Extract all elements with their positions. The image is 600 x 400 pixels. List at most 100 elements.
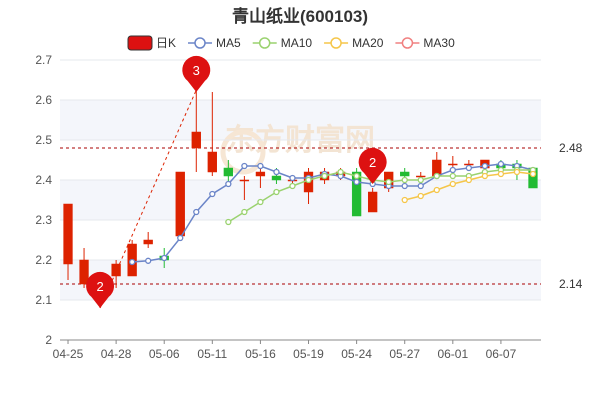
gridlines <box>60 59 541 341</box>
legend-label: MA5 <box>216 36 241 50</box>
ma10-point <box>305 176 312 184</box>
ma5-point <box>449 166 456 174</box>
ma5-point <box>289 174 296 182</box>
marker-label: 2 <box>96 279 103 294</box>
ma10-point <box>401 176 408 184</box>
candle-body <box>239 179 250 182</box>
legend-swatch-marker <box>258 37 271 49</box>
legend: 日K MA5 MA10 MA20 MA30 <box>127 35 455 51</box>
ma20-point <box>401 196 408 204</box>
moving-average-lines <box>128 160 537 266</box>
ma10-point <box>225 218 232 226</box>
ma5-point <box>193 208 200 216</box>
marker-label: 3 <box>193 63 200 78</box>
ma5-point <box>161 254 168 262</box>
legend-swatch <box>127 35 153 51</box>
markers: 2 3 2 <box>86 55 387 308</box>
marker-pin <box>86 271 115 308</box>
y-tick-label: 2.6 <box>35 93 52 107</box>
ma10-point <box>433 172 440 180</box>
legend-label: MA10 <box>281 36 313 50</box>
candle-body <box>191 131 201 149</box>
plot-background <box>60 100 541 300</box>
plot-band <box>60 100 541 140</box>
x-tick-label: 05-16 <box>245 347 276 361</box>
ma20-point <box>497 170 505 178</box>
marker-label: 2 <box>369 155 376 170</box>
ma10-point <box>337 168 344 176</box>
ma5-point <box>497 160 505 168</box>
ma10-point <box>385 178 392 186</box>
ma5-point <box>209 190 216 198</box>
reference-line-label: 2.14 <box>559 277 583 291</box>
ma5-point <box>273 168 280 176</box>
legend-swatch-marker <box>330 37 342 49</box>
ma10-point <box>241 208 248 216</box>
x-tick-label: 05-24 <box>341 347 372 361</box>
ma20-point <box>433 186 440 194</box>
ma10-point <box>321 172 328 180</box>
ma5-point <box>353 178 360 186</box>
ma10-point <box>257 198 264 206</box>
candle-body <box>143 239 153 245</box>
y-tick-label: 2 <box>45 333 52 347</box>
reference-line-label: 2.48 <box>559 141 583 155</box>
candle-body <box>448 163 458 166</box>
ma10-point <box>289 182 296 190</box>
candle-body <box>223 167 234 177</box>
watermark-logo <box>220 129 266 175</box>
candle-body <box>175 171 185 237</box>
ma5-point <box>177 234 184 242</box>
ma20-point <box>417 192 424 200</box>
y-tick-label: 2.2 <box>35 253 52 267</box>
candle-body <box>367 191 378 213</box>
legend-label: MA30 <box>423 36 455 50</box>
ma10-point <box>273 188 280 196</box>
ma5-point <box>465 164 473 172</box>
x-tick-label: 04-25 <box>53 347 84 361</box>
y-tick-label: 2.1 <box>35 293 52 307</box>
y-axis: 2 2.1 2.2 2.3 2.4 2.5 2.6 2.7 <box>35 53 52 347</box>
candle-body <box>63 203 73 265</box>
x-tick-label: 04-28 <box>101 347 132 361</box>
ma20-point <box>465 176 473 184</box>
ma20-point <box>513 168 521 176</box>
x-tick-label: 06-01 <box>437 347 468 361</box>
ma5-point <box>417 182 424 190</box>
candle-body <box>351 171 362 217</box>
plot-band <box>60 180 541 220</box>
ma20-point <box>449 180 456 188</box>
candle-body <box>255 171 266 177</box>
trend-line-segment <box>99 89 197 309</box>
ma10-point <box>417 176 424 184</box>
candle-body <box>79 259 89 285</box>
ma20-point <box>529 170 537 178</box>
x-tick-label: 05-06 <box>149 347 180 361</box>
y-tick-label: 2.7 <box>35 53 52 67</box>
y-tick-label: 2.4 <box>35 173 52 187</box>
x-axis: 04-25 04-28 05-06 05-11 05-16 05-19 05-24 05-27… <box>53 339 541 361</box>
candle-body <box>271 175 282 181</box>
plot-band <box>60 260 541 300</box>
ma5-point <box>225 180 232 188</box>
ma5-point <box>257 162 264 170</box>
legend-label: 日K <box>156 36 176 50</box>
y-tick-label: 2.3 <box>35 213 52 227</box>
ma20-point <box>481 172 489 180</box>
reference-lines: 2.48 2.14 <box>60 141 583 291</box>
x-tick-label: 05-19 <box>293 347 324 361</box>
y-tick-label: 2.5 <box>35 133 52 147</box>
chart-title: 青山纸业(600103) <box>231 7 369 26</box>
ma5-point <box>145 257 152 264</box>
legend-label: MA20 <box>352 36 384 50</box>
ma5-point <box>481 162 489 170</box>
legend-swatch-marker <box>194 37 206 49</box>
marker-pin <box>358 147 387 184</box>
ma5-point <box>241 162 248 170</box>
ma5-point <box>128 258 136 266</box>
legend-swatch-marker <box>401 37 414 49</box>
candle-body <box>111 263 121 277</box>
ma10-point <box>353 172 360 180</box>
ma5-point <box>401 182 408 190</box>
